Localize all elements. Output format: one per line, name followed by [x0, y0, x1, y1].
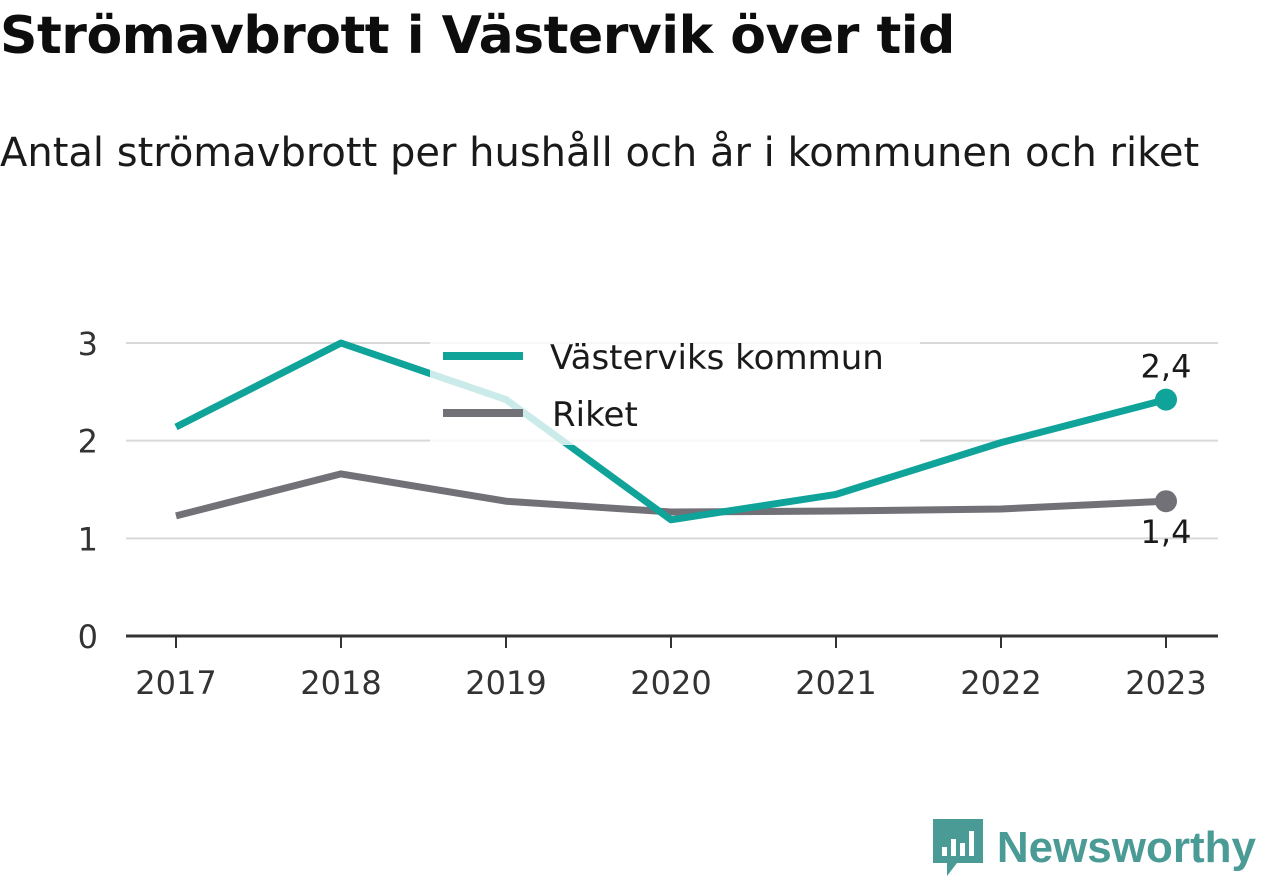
x-tick-label: 2019: [465, 664, 546, 702]
x-tick-label: 2023: [1125, 664, 1206, 702]
series-lines: [174, 339, 1167, 524]
end-value-label: 1,4: [1141, 513, 1192, 551]
legend-backdrop: [430, 325, 920, 445]
end-point-vasterviks-kommun: [1155, 388, 1177, 411]
y-tick-label: 2: [78, 423, 98, 461]
newsworthy-logo: Newsworthy: [932, 819, 1256, 877]
series-line-riket: [175, 470, 1167, 520]
badge-bar-1: [941, 847, 947, 856]
legend-label-vasterviks-kommun: Västerviks kommun: [550, 338, 884, 378]
brand-name: Newsworthy: [996, 823, 1256, 872]
bar-chart-badge-icon: [932, 819, 983, 876]
x-tick-label: 2021: [795, 664, 876, 702]
badge-shape: [932, 819, 983, 876]
end-value-label: 2,4: [1141, 348, 1192, 386]
y-tick-label: 3: [78, 325, 98, 363]
end-point-riket: [1155, 490, 1177, 513]
badge-bar-2: [950, 839, 956, 856]
x-tick-label: 2017: [135, 664, 216, 702]
y-tick-label: 1: [78, 520, 98, 558]
chart-subtitle: Antal strömavbrott per hushåll och år i …: [0, 130, 1200, 176]
x-tick-label: 2020: [630, 664, 711, 702]
y-tick-label: 0: [78, 618, 98, 656]
chart-title: Strömavbrott i Västervik över tid: [0, 6, 955, 66]
x-tick-label: 2018: [300, 664, 381, 702]
series-end-points: 2,4 1,4: [1141, 348, 1192, 552]
legend: Västerviks kommun Riket: [430, 325, 920, 445]
series-line-vasterviks-kommun: [174, 339, 1167, 524]
y-axis-ticks: 0 1 2 3: [78, 325, 98, 656]
x-axis: 2017 2018 2019 2020 2021 2022 2023: [126, 634, 1218, 702]
badge-bar-4: [968, 831, 974, 856]
x-tick-label: 2022: [960, 664, 1041, 702]
legend-label-riket: Riket: [552, 395, 638, 435]
badge-bar-3: [959, 843, 965, 856]
